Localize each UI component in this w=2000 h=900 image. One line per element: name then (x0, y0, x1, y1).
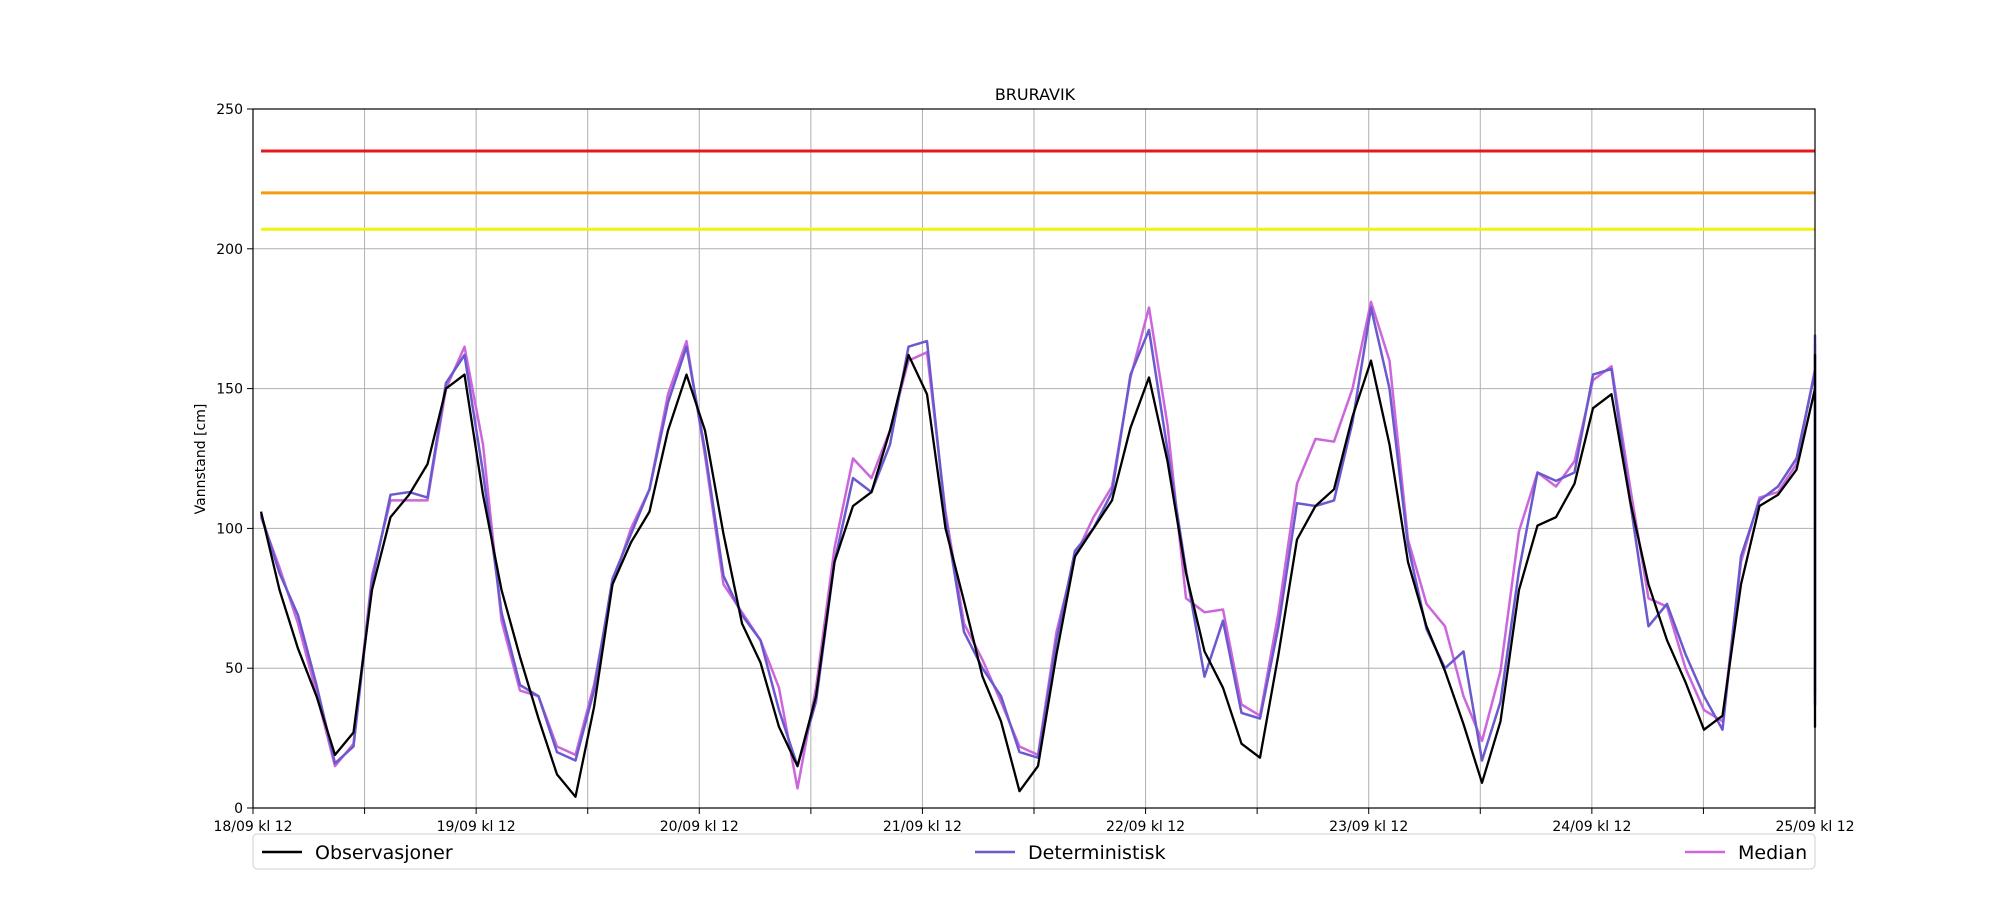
series-line-deterministisk (259, 306, 1817, 768)
series-lines (259, 300, 1817, 798)
series-line-median (259, 300, 1817, 790)
x-tick-label: 23/09 kl 12 (1329, 819, 1408, 835)
x-tick-label: 22/09 kl 12 (1106, 819, 1185, 835)
x-tick-label: 19/09 kl 12 (437, 819, 516, 835)
y-tick-label: 250 (216, 102, 243, 118)
x-tick-label: 24/09 kl 12 (1552, 819, 1631, 835)
legend-label: Deterministisk (1028, 842, 1166, 864)
series-line-observasjoner (259, 353, 1817, 798)
y-axis-label: Vannstand [cm] (193, 404, 209, 515)
legend-label: Observasjoner (315, 842, 453, 864)
y-axis-ticks: 0 50 100 150 200 250 (216, 102, 253, 817)
y-tick-label: 150 (216, 382, 243, 398)
y-tick-label: 0 (234, 801, 243, 817)
x-tick-label: 20/09 kl 12 (660, 819, 739, 835)
x-axis-ticks: 18/09 kl 12 19/09 kl 12 20/09 kl 12 21/09 k… (213, 808, 1855, 835)
y-tick-label: 100 (216, 521, 243, 537)
gridlines (253, 109, 1815, 808)
legend: Observasjoner Deterministisk Median (252, 833, 1816, 870)
legend-label: Median (1738, 842, 1807, 864)
x-tick-label: 21/09 kl 12 (883, 819, 962, 835)
x-tick-label: 18/09 kl 12 (213, 819, 292, 835)
legend-frame (252, 833, 1816, 870)
x-tick-label: 25/09 kl 12 (1775, 819, 1854, 835)
y-tick-label: 200 (216, 242, 243, 258)
y-tick-label: 50 (225, 661, 243, 677)
threshold-lines (261, 149, 1815, 231)
chart-title: BRURAVIK (995, 85, 1076, 104)
